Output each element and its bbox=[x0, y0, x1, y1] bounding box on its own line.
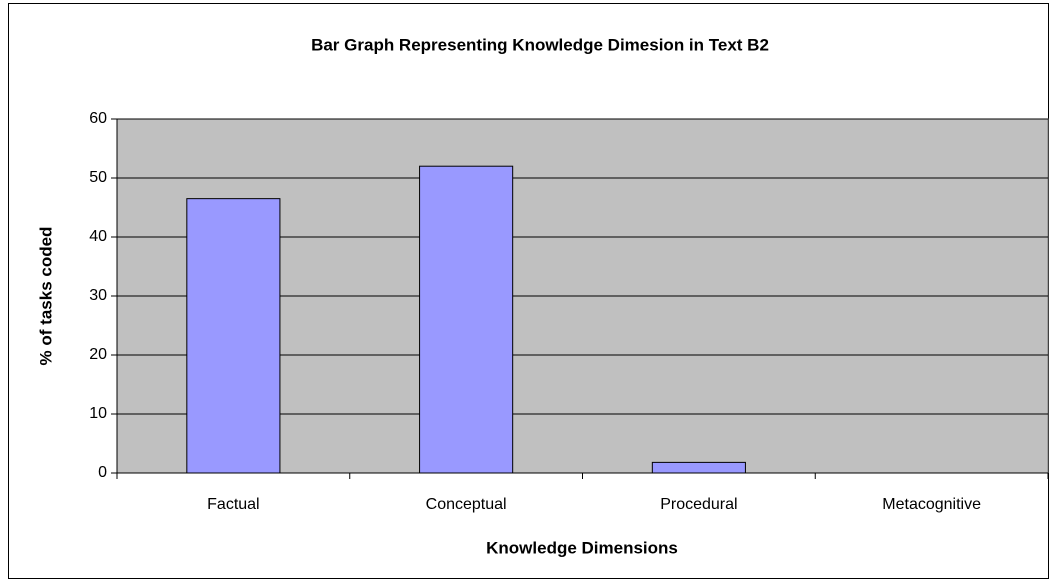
x-tick-label: Procedural bbox=[660, 496, 737, 513]
y-tick-label: 20 bbox=[89, 346, 107, 363]
chart-title: Bar Graph Representing Knowledge Dimesio… bbox=[311, 35, 769, 54]
bar bbox=[419, 165, 514, 474]
y-tick-label: 30 bbox=[89, 287, 107, 304]
y-axis-title: % of tasks coded bbox=[36, 227, 55, 366]
y-tick-label: 10 bbox=[89, 405, 107, 422]
y-tick-label: 50 bbox=[89, 169, 107, 186]
x-tick-label: Factual bbox=[207, 496, 259, 513]
x-tick-label: Conceptual bbox=[426, 496, 507, 513]
y-tick-label: 60 bbox=[89, 110, 107, 127]
x-tick-label: Metacognitive bbox=[882, 496, 981, 513]
bar bbox=[651, 461, 746, 474]
y-tick-label: 40 bbox=[89, 228, 107, 245]
y-tick-label: 0 bbox=[98, 464, 107, 481]
bar bbox=[186, 198, 281, 474]
x-axis-title: Knowledge Dimensions bbox=[486, 538, 678, 557]
